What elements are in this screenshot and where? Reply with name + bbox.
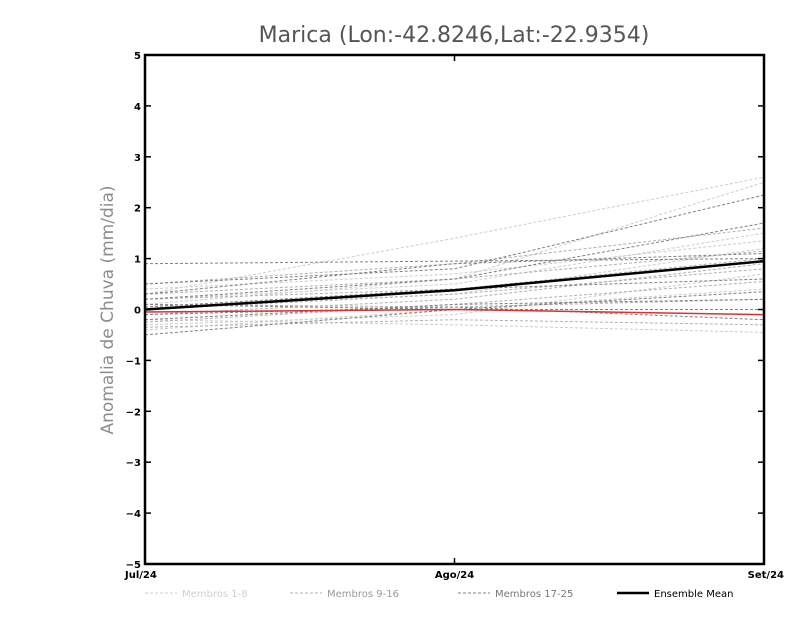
series-line-membro-10 (144, 263, 765, 316)
series-line-ensemble-mean (144, 259, 765, 311)
series-line-membro-7 (144, 273, 765, 326)
legend-label-members-9-16: Membros 9-16 (327, 589, 399, 600)
series-line-membro-25 (144, 303, 764, 310)
y-axis-label: Anomalia de Chuva (mm/dia) (98, 185, 118, 434)
series-line-membro-18 (144, 194, 765, 285)
series-line-membro-15 (144, 281, 765, 323)
legend-label-members-17-25: Membros 17-25 (495, 589, 573, 600)
series-line-membro-8 (144, 240, 765, 290)
y-tick-label: 5 (134, 51, 141, 62)
y-tick-label: 2 (134, 204, 141, 215)
y-ticks: −5 −4 −3 −2 −1 0 1 2 3 4 5 (126, 51, 764, 571)
y-tick-label: −4 (126, 509, 141, 520)
y-tick-label: −1 (126, 356, 141, 367)
series-line-membro-21 (144, 298, 765, 321)
series-line-membro-11 (144, 258, 765, 300)
series-line-membro-13 (144, 298, 765, 308)
y-tick-label: −2 (126, 407, 141, 418)
series-layer (144, 176, 765, 336)
x-tick-label: Set/24 (748, 570, 784, 581)
legend-label-members-1-8: Membros 1-8 (182, 589, 248, 600)
y-tick-label: 0 (134, 306, 141, 317)
x-tick-label: Jul/24 (124, 570, 157, 581)
series-line-refer-ncia (144, 308, 765, 316)
legend: Membros 1-8 Membros 9-16 Membros 17-25 Ense… (145, 589, 733, 600)
y-tick-label: −5 (126, 560, 141, 571)
series-line-membro-22 (144, 253, 765, 295)
series-line-membro-24 (144, 306, 765, 321)
legend-label-ensemble-mean: Ensemble Mean (654, 589, 733, 600)
y-tick-label: 1 (134, 255, 141, 266)
series-line-membro-3 (144, 319, 765, 333)
y-tick-label: −3 (126, 458, 141, 469)
chart-title: Marica (Lon:-42.8246,Lat:-22.9354) (259, 23, 650, 48)
y-tick-label: 4 (134, 102, 141, 113)
series-line-membro-20 (144, 222, 765, 300)
series-line-membro-12 (144, 319, 765, 328)
series-line-membro-14 (144, 250, 765, 295)
x-ticks: Jul/24 Ago/24 Set/24 (124, 55, 784, 581)
y-tick-label: 3 (134, 153, 141, 164)
series-line-membro-16 (144, 268, 765, 310)
series-line-membro-17 (144, 258, 765, 265)
x-tick-label: Ago/24 (435, 570, 474, 581)
